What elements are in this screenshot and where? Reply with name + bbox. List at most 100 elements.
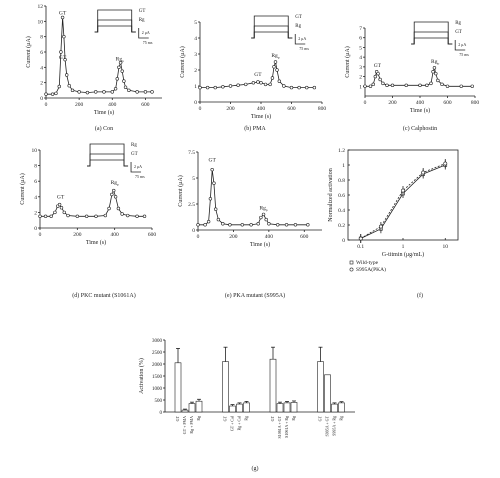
x-tick-label: 0 xyxy=(39,232,42,238)
y-tick-label: 6 xyxy=(34,179,37,185)
data-point xyxy=(85,90,90,95)
data-point xyxy=(150,90,154,94)
bar-label: GT xyxy=(223,415,228,421)
x-tick-label: 200 xyxy=(388,100,397,106)
annotation: GT xyxy=(254,72,262,78)
inset-label: Rg xyxy=(455,21,461,26)
y-tick-label: 6 xyxy=(40,50,43,56)
data-point xyxy=(208,197,213,201)
data-point xyxy=(221,85,225,89)
inset-traces: Rg GT 2 μA 75 ms xyxy=(411,21,469,57)
data-point xyxy=(75,214,80,219)
x-axis-label: Time (s) xyxy=(410,107,430,114)
data-point xyxy=(259,215,263,220)
data-point xyxy=(118,61,123,65)
panel-b: 0 200 400 600 800 0 1 2 3 4 5 Time (s) Current (μA) G… xyxy=(179,15,326,132)
data-point xyxy=(49,214,53,219)
data-point xyxy=(60,15,65,20)
inset-label: GT xyxy=(455,30,462,35)
data-point xyxy=(358,236,363,241)
inset-label: Rg xyxy=(295,24,301,29)
data-point xyxy=(401,188,405,193)
x-tick-label: 600 xyxy=(300,234,309,240)
inset-trace xyxy=(94,25,136,33)
bar xyxy=(331,403,338,413)
bar-label: GT xyxy=(318,415,323,421)
data-point xyxy=(62,210,66,215)
annotation: Rgp xyxy=(116,57,124,64)
y-axis-label: Activation (%) xyxy=(138,358,145,394)
y-axis-label: Current (μA) xyxy=(177,175,184,206)
y-tick-label: 3 xyxy=(359,65,362,71)
y-tick-label: 1 xyxy=(194,84,197,90)
panel-c: 0 200 400 600 800 1 2 3 4 5 6 7 Time (s) Current (μA)… xyxy=(344,21,479,132)
bar-label: S995A + GT xyxy=(325,415,330,436)
data-point xyxy=(142,214,147,219)
data-point xyxy=(421,170,426,175)
annotation: GT xyxy=(59,11,67,17)
bar xyxy=(317,361,324,413)
y-tick-label: 5 xyxy=(359,45,362,51)
panel-g: 0 500 1000 1500 2000 2500 3000 Activation (%) GT… xyxy=(138,339,355,472)
data-point xyxy=(198,85,202,90)
bar xyxy=(276,403,284,413)
data-point xyxy=(275,68,279,72)
data-point xyxy=(276,223,280,227)
inset-trace xyxy=(411,21,453,45)
y-tick-label: 1 xyxy=(342,163,345,169)
data-point xyxy=(54,91,58,96)
y-tick-label: 4 xyxy=(34,195,37,201)
y-tick-label: 4 xyxy=(359,55,362,61)
x-tick-label: 200 xyxy=(75,102,84,108)
inset-trace xyxy=(251,31,293,39)
y-tick-label: 8 xyxy=(40,35,43,41)
data-point xyxy=(434,71,438,76)
bar-label: Rg xyxy=(339,416,344,421)
x-axis-label: Time (s) xyxy=(250,241,270,248)
data-point xyxy=(385,83,389,88)
y-tick-label: 0 xyxy=(342,238,345,244)
annotation: Rgp xyxy=(431,59,439,66)
scale-label-y: 2 μA xyxy=(134,164,142,169)
y-tick-label: 0 xyxy=(40,96,43,102)
data-point xyxy=(284,223,289,227)
bar-label: Rg xyxy=(196,416,201,421)
bar xyxy=(222,361,229,413)
data-point xyxy=(213,85,217,90)
data-point xyxy=(214,207,218,211)
data-point xyxy=(244,82,248,87)
bar-label: Rg + Cal xyxy=(237,415,242,430)
y-tick-label: 4 xyxy=(40,65,43,71)
data-point xyxy=(212,181,216,185)
y-tick-label: 5 xyxy=(192,176,195,182)
series-line xyxy=(198,169,308,226)
data-point xyxy=(77,90,81,94)
y-tick-label: 7.5 xyxy=(188,150,195,156)
inset-trace xyxy=(87,159,129,167)
y-axis-label: Current (μA) xyxy=(179,46,186,77)
data-point xyxy=(210,167,214,172)
data-point xyxy=(62,34,66,39)
data-point xyxy=(216,217,221,222)
inset-traces: Rg GT 2 μA 75 ms xyxy=(87,143,145,179)
data-point xyxy=(256,80,260,84)
legend-label: S995A(PKA) xyxy=(356,266,386,273)
series-line xyxy=(40,189,145,217)
y-tick-label: 2 xyxy=(359,75,362,81)
scale-bar xyxy=(454,40,466,51)
data-point xyxy=(120,69,124,73)
data-point xyxy=(228,84,233,88)
data-point xyxy=(94,214,98,219)
y-tick-label: 4 xyxy=(194,36,197,42)
panel-f: 0.1 1 10 0 0.2 0.4 0.6 0.8 1 1.2 G-titmin (μg/mL) N… xyxy=(328,148,459,299)
data-point xyxy=(206,219,211,224)
bar-label: S995A + Rg xyxy=(332,416,337,436)
data-point xyxy=(44,92,48,96)
data-point xyxy=(282,84,286,88)
y-axis-label: Current (μA) xyxy=(25,36,32,67)
y-tick-label: 0 xyxy=(194,100,197,106)
x-tick-label: 200 xyxy=(229,234,238,240)
bar-label: GT + PMA xyxy=(182,416,187,434)
bar xyxy=(181,409,189,413)
inset-traces: GT Rg 2 μA 75 ms xyxy=(94,9,153,45)
